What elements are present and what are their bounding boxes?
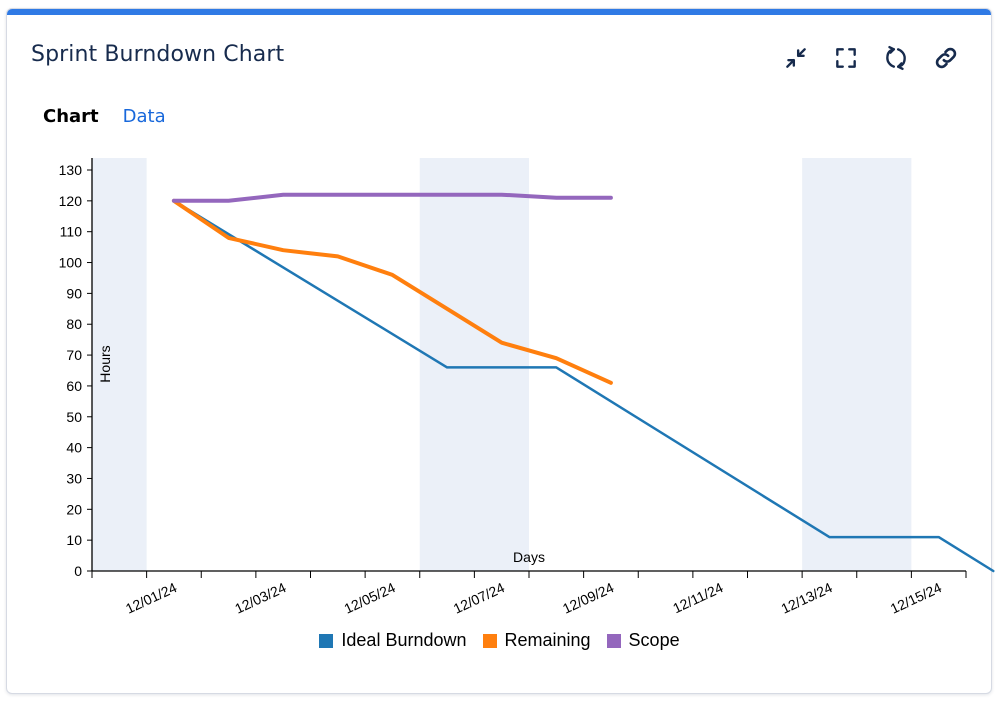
y-tick-label: 30	[66, 470, 82, 486]
x-tick-label: 12/05/24	[342, 579, 398, 617]
y-tick-label: 90	[66, 285, 82, 301]
y-tick-label: 50	[66, 409, 82, 425]
weekend-band	[802, 158, 912, 571]
x-tick-label: 12/03/24	[232, 579, 288, 617]
y-tick-label: 70	[66, 347, 82, 363]
y-tick-label: 100	[59, 255, 83, 271]
x-axis-label: Days	[513, 549, 545, 565]
legend-label: Ideal Burndown	[341, 630, 467, 650]
x-tick-label: 12/13/24	[779, 579, 835, 617]
legend-item[interactable]: Scope	[606, 630, 680, 651]
legend-item[interactable]: Remaining	[482, 630, 591, 651]
y-tick-label: 40	[66, 440, 82, 456]
y-tick-label: 10	[66, 532, 82, 548]
legend-item[interactable]: Ideal Burndown	[319, 630, 467, 651]
y-tick-label: 120	[59, 193, 83, 209]
fullscreen-button[interactable]	[831, 43, 861, 73]
x-tick-label: 12/15/24	[888, 579, 944, 617]
scope-line	[171, 192, 613, 203]
card-actions	[781, 43, 961, 73]
y-axis-label: Hours	[97, 345, 113, 382]
series-lines	[171, 192, 995, 573]
weekend-band	[92, 158, 147, 571]
legend-label: Scope	[628, 630, 680, 650]
remaining-line	[171, 198, 613, 385]
x-tick-label: 12/11/24	[670, 579, 725, 616]
y-tick-label: 0	[74, 563, 82, 579]
card-title: Sprint Burndown Chart	[31, 42, 285, 67]
view-tabs: Chart Data	[43, 106, 166, 127]
collapse-button[interactable]	[781, 43, 811, 73]
y-tick-label: 20	[66, 501, 82, 517]
legend-label: Remaining	[504, 630, 591, 650]
chart-legend: Ideal Burndown Remaining Scope	[0, 630, 999, 651]
card-accent-bar	[7, 9, 991, 15]
weekend-band	[419, 158, 529, 571]
x-tick-label: 12/09/24	[560, 579, 616, 617]
y-tick-label: 80	[66, 316, 82, 332]
weekend-bands	[92, 158, 912, 571]
legend-swatch	[482, 633, 497, 648]
copy-link-button[interactable]	[931, 43, 961, 73]
ideal-burndown-line	[172, 199, 995, 573]
legend-swatch	[606, 633, 621, 648]
x-tick-label: 12/07/24	[451, 579, 507, 617]
tab-data[interactable]: Data	[122, 106, 166, 127]
fullscreen-icon	[836, 48, 856, 68]
refresh-icon	[886, 45, 906, 71]
legend-swatch	[319, 633, 334, 648]
tab-chart[interactable]: Chart	[43, 106, 99, 127]
refresh-button[interactable]	[881, 43, 911, 73]
y-tick-label: 110	[60, 224, 83, 240]
collapse-icon	[786, 48, 806, 68]
x-tick-label: 12/01/24	[123, 579, 179, 617]
link-icon	[935, 47, 957, 69]
y-tick-label: 130	[59, 162, 83, 178]
y-tick-label: 60	[66, 378, 82, 394]
